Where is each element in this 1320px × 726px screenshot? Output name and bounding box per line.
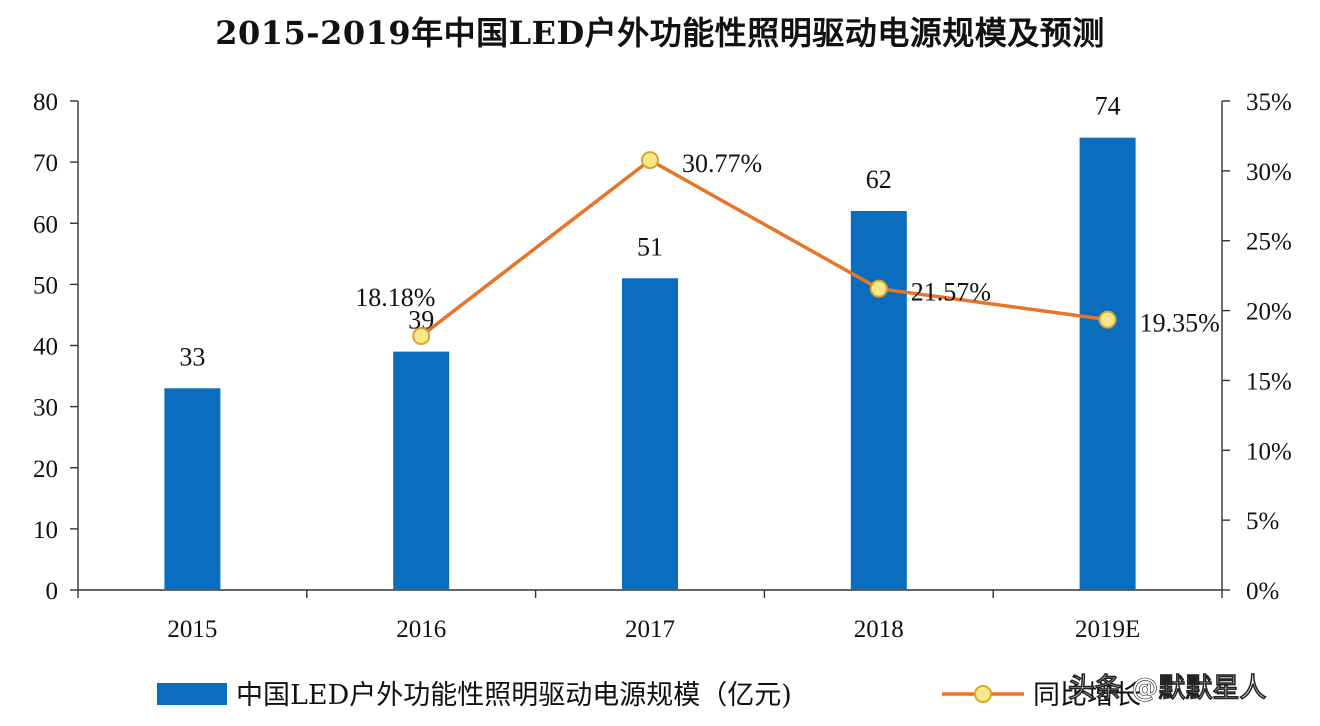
left-tick-label: 40 [33,334,58,361]
right-tick-label: 35% [1246,89,1292,116]
bar [393,351,450,590]
x-tick-label: 2015 [167,616,217,643]
right-tick-label: 25% [1246,229,1292,256]
growth-value-label: 19.35% [1140,309,1220,338]
left-tick-label: 80 [33,89,58,116]
x-tick-label: 2017 [625,616,675,643]
growth-point [412,326,431,345]
left-tick-label: 0 [46,578,59,605]
legend-bar-swatch [157,683,227,705]
growth-line [420,158,1108,338]
left-tick-label: 70 [33,150,58,177]
right-tick-label: 5% [1246,508,1279,535]
bar [622,278,678,590]
right-tick-label: 20% [1246,299,1292,326]
watermark-text: 头条 @默默星人 [1068,673,1266,704]
growth-value-label: 18.18% [355,283,435,312]
right-tick-label: 15% [1246,368,1292,395]
left-tick-label: 60 [33,211,58,238]
left-tick-label: 50 [33,272,58,299]
chart-title: 2015-2019年中国LED户外功能性照明驱动电源规模及预测 [215,14,1105,52]
legend-line-label: 同比增长 [1033,680,1141,711]
legend-bar-label: 中国LED户外功能性照明驱动电源规模（亿元) [236,680,792,711]
growth-point [1098,310,1117,329]
x-tick-label: 2018 [854,616,904,643]
growth-point [869,279,888,298]
right-tick-label: 30% [1246,159,1292,186]
growth-labels-group: 18.18% 30.77% 21.57% 19.35% [355,149,1220,338]
legend-line-marker [974,685,992,703]
left-tick-label: 30 [33,395,58,422]
growth-value-label: 21.57% [911,278,991,307]
legend-group: 中国LED户外功能性照明驱动电源规模（亿元) 同比增长 [157,680,1141,711]
bar-value-label: 51 [637,232,663,261]
bar-value-label: 74 [1095,92,1121,121]
x-tick-label: 2016 [396,616,446,643]
bar [1079,137,1136,591]
right-tick-label: 10% [1246,438,1292,465]
x-tick-label: 2019E [1075,616,1140,643]
watermark-group: 头条 @默默星人 [1068,673,1267,705]
right-tick-label: 0% [1246,578,1279,605]
bar [164,388,221,590]
bar-value-label: 33 [179,342,205,371]
bar-value-label: 62 [866,165,892,194]
left-tick-label: 10 [33,517,58,544]
growth-value-label: 30.77% [682,149,762,178]
growth-point [641,151,659,170]
bar [850,211,907,590]
growth-line-group [412,151,1117,345]
bars-group [164,137,1136,591]
left-tick-label: 20 [33,456,58,483]
